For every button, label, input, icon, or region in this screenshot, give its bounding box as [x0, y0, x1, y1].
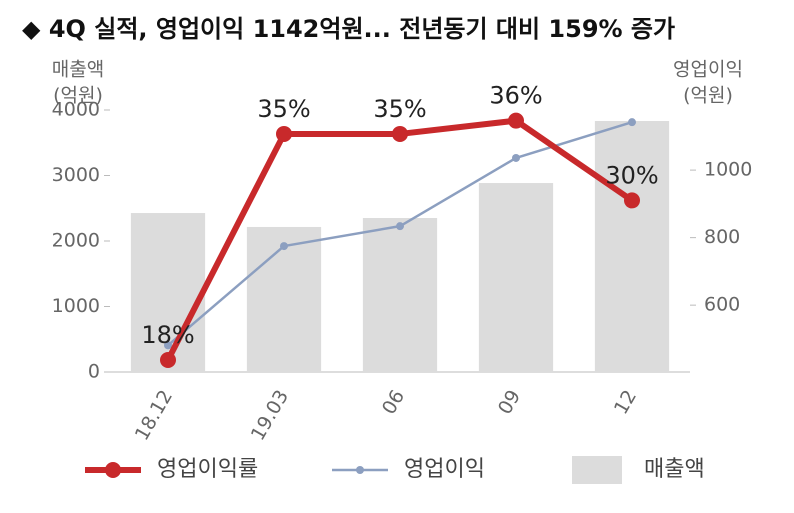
y-tick-label: 3000	[52, 164, 100, 186]
data-label: 18%	[141, 321, 194, 349]
point	[160, 352, 176, 369]
bar	[246, 226, 322, 372]
legend-swatch	[356, 466, 364, 474]
y2-axis-title: (억원)	[683, 85, 733, 107]
point	[280, 242, 288, 251]
x-tick-label: 06	[378, 386, 409, 418]
bar	[362, 218, 438, 372]
y-axis-title: 매출액	[52, 59, 104, 81]
x-tick-label: 12	[610, 386, 641, 418]
point	[392, 125, 408, 142]
data-label: 35%	[257, 95, 310, 123]
data-label: 35%	[373, 95, 426, 123]
y2-tick-label: 600	[704, 294, 740, 316]
legend-label: 매출액	[644, 457, 705, 482]
y2-tick-label: 800	[704, 226, 740, 248]
point	[624, 192, 640, 209]
legend-label: 영업이익	[404, 457, 485, 482]
point	[508, 112, 524, 129]
y-axis-title: (억원)	[53, 85, 103, 107]
bar	[594, 121, 670, 372]
legend-swatch	[105, 462, 121, 478]
y2-tick-label: 1000	[704, 159, 752, 181]
point	[512, 153, 520, 162]
point	[628, 118, 636, 127]
y-tick-label: 1000	[52, 295, 100, 317]
y-tick-label: 2000	[52, 230, 100, 252]
point	[276, 125, 292, 142]
y2-axis-title: 영업이익	[673, 59, 743, 81]
point	[396, 222, 404, 231]
y-tick-label: 0	[88, 361, 100, 383]
y-tick-label: 4000	[52, 99, 100, 121]
x-tick-label: 18.12	[131, 386, 177, 444]
legend-swatch	[572, 456, 622, 484]
chart-title: ◆ 4Q 실적, 영업이익 1142억원... 전년동기 대비 159% 증가	[22, 15, 675, 43]
legend-label: 영업이익률	[157, 457, 258, 482]
data-label: 36%	[489, 82, 542, 110]
point	[164, 341, 172, 350]
x-tick-label: 19.03	[247, 386, 293, 444]
data-label: 30%	[605, 161, 658, 189]
bar	[478, 183, 554, 372]
x-tick-label: 09	[494, 386, 525, 418]
